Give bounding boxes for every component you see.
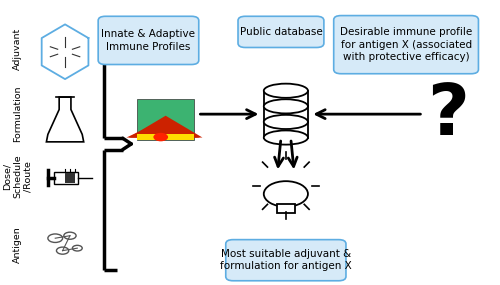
Polygon shape bbox=[126, 126, 176, 138]
Text: Formulation: Formulation bbox=[13, 86, 22, 142]
FancyBboxPatch shape bbox=[138, 99, 194, 141]
Polygon shape bbox=[129, 116, 202, 138]
FancyBboxPatch shape bbox=[138, 134, 194, 141]
Circle shape bbox=[154, 133, 168, 141]
Ellipse shape bbox=[264, 84, 308, 98]
FancyBboxPatch shape bbox=[65, 173, 75, 183]
Ellipse shape bbox=[264, 131, 308, 144]
Text: Desirable immune profile
for antigen X (associated
with protective efficacy): Desirable immune profile for antigen X (… bbox=[340, 27, 472, 62]
Ellipse shape bbox=[264, 99, 308, 113]
Text: Most suitable adjuvant &
formulation for antigen X: Most suitable adjuvant & formulation for… bbox=[220, 249, 352, 271]
Text: Antigen: Antigen bbox=[13, 226, 22, 263]
Polygon shape bbox=[170, 135, 200, 138]
FancyBboxPatch shape bbox=[277, 204, 294, 213]
Text: Adjuvant: Adjuvant bbox=[13, 28, 22, 70]
FancyBboxPatch shape bbox=[54, 172, 78, 184]
Text: ?: ? bbox=[427, 81, 469, 150]
FancyBboxPatch shape bbox=[264, 91, 308, 106]
FancyBboxPatch shape bbox=[264, 106, 308, 122]
Polygon shape bbox=[129, 134, 163, 138]
FancyBboxPatch shape bbox=[238, 16, 324, 48]
FancyBboxPatch shape bbox=[98, 16, 199, 64]
Circle shape bbox=[264, 181, 308, 207]
FancyBboxPatch shape bbox=[226, 240, 346, 281]
FancyBboxPatch shape bbox=[264, 122, 308, 138]
Polygon shape bbox=[46, 97, 84, 142]
Text: Innate & Adaptive
Immune Profiles: Innate & Adaptive Immune Profiles bbox=[102, 29, 196, 52]
Ellipse shape bbox=[264, 115, 308, 129]
Polygon shape bbox=[160, 130, 200, 138]
Text: Dose/
Schedule
/Route: Dose/ Schedule /Route bbox=[2, 155, 32, 198]
Text: Public database: Public database bbox=[240, 27, 322, 37]
FancyBboxPatch shape bbox=[334, 16, 478, 74]
